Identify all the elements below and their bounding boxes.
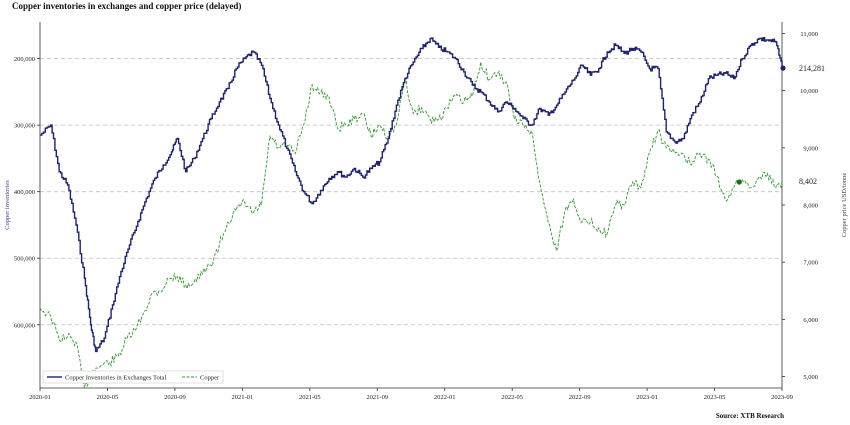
left-tick-label: 200,000 (14, 56, 35, 63)
source-note: Source: XTB Research (715, 412, 784, 420)
copper-end-marker (736, 179, 742, 185)
right-tick-label: 6,000 (803, 317, 818, 324)
copper-last-value: 8,402 (799, 177, 817, 186)
left-axis-title: Copper inventories (4, 180, 11, 230)
left-tick-label: 600,000 (14, 322, 35, 329)
x-tick-label: 2021-05 (299, 394, 321, 401)
right-tick-label: 10,000 (800, 88, 818, 95)
x-tick-label: 2023-01 (636, 394, 658, 401)
x-tick-label: 2022-09 (569, 394, 591, 401)
x-tick-label: 2021-09 (366, 394, 388, 401)
left-tick-label: 500,000 (14, 256, 35, 263)
x-tick-label: 2020-09 (164, 394, 186, 401)
inventories-last-value: 214,281 (799, 64, 825, 73)
legend-label-inventories: Copper Inventories in Exchanges Total (65, 375, 166, 382)
series-copper-line (39, 61, 783, 389)
x-tick-label: 2021-01 (232, 394, 254, 401)
legend-box (42, 370, 224, 384)
right-tick-label: 11,000 (800, 31, 818, 38)
right-tick-label: 7,000 (803, 260, 818, 267)
left-tick-label: 300,000 (14, 123, 35, 130)
right-axis-title: Copper price USD/tonne (841, 173, 848, 238)
x-tick-label: 2020-05 (97, 394, 119, 401)
x-tick-label: 2020-01 (29, 394, 51, 401)
inventories-end-marker (780, 65, 786, 71)
left-tick-label: 400,000 (14, 189, 35, 196)
right-tick-label: 8,000 (803, 203, 818, 210)
series-inventories-line (40, 37, 783, 353)
x-tick-label: 2022-05 (501, 394, 523, 401)
right-tick-label: 5,000 (803, 374, 818, 381)
x-tick-label: 2023-05 (704, 394, 726, 401)
x-tick-label: 2022-01 (434, 394, 456, 401)
x-tick-label: 2023-09 (771, 394, 793, 401)
right-tick-label: 9,000 (803, 145, 818, 152)
legend-label-copper: Copper (200, 375, 220, 382)
chart-title: Copper inventories in exchanges and copp… (12, 1, 242, 11)
